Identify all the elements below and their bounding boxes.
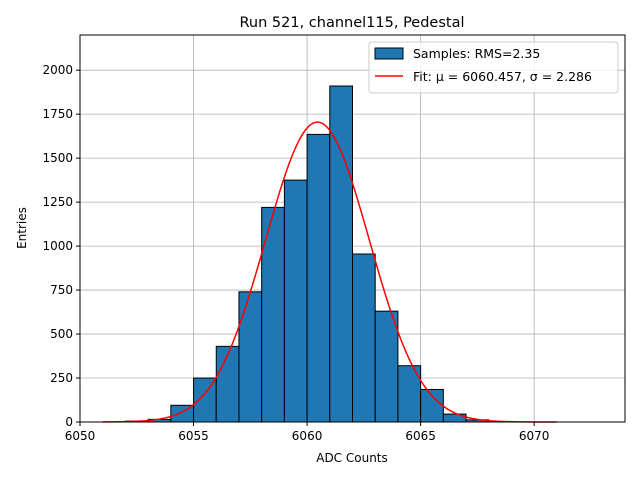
y-tick-label: 1500 [42, 151, 73, 165]
y-tick-label: 1250 [42, 195, 73, 209]
x-axis-ticks: 6050 6055 6060 6065 6070 [65, 422, 550, 443]
y-tick-label: 0 [65, 415, 73, 429]
legend-fit-label: Fit: μ = 6060.457, σ = 2.286 [413, 69, 592, 84]
y-tick-label: 1750 [42, 107, 73, 121]
x-tick-label: 6065 [405, 429, 436, 443]
fit-curve [102, 121, 557, 423]
histogram-bars [124, 85, 512, 423]
histogram-bar [352, 253, 376, 423]
legend-samples-label: Samples: RMS=2.35 [413, 46, 540, 61]
histogram-bar [306, 133, 331, 423]
y-axis-ticks: 0 250 500 750 1000 1250 1500 1750 2000 [42, 63, 80, 429]
x-tick-label: 6060 [292, 429, 323, 443]
chart-title: Run 521, channel115, Pedestal [239, 15, 464, 31]
histogram-bar [238, 291, 263, 423]
legend: Samples: RMS=2.35 Fit: μ = 6060.457, σ =… [368, 41, 619, 94]
x-tick-label: 6050 [65, 429, 96, 443]
legend-samples-swatch [374, 47, 404, 60]
histogram-bar [420, 388, 444, 423]
y-tick-label: 250 [50, 371, 73, 385]
y-tick-label: 750 [50, 283, 73, 297]
x-tick-label: 6055 [178, 429, 209, 443]
y-tick-label: 500 [50, 327, 73, 341]
y-tick-label: 2000 [42, 63, 73, 77]
histogram-bar [215, 345, 240, 423]
legend-box [368, 41, 619, 94]
x-tick-label: 6070 [519, 429, 550, 443]
y-tick-label: 1000 [42, 239, 73, 253]
y-axis-label: Entries [15, 207, 29, 249]
x-axis-label: ADC Counts [316, 451, 388, 465]
histogram-bar [193, 377, 217, 423]
histogram-bar [283, 179, 308, 423]
plot-frame [79, 34, 626, 423]
histogram-bar [374, 310, 399, 423]
